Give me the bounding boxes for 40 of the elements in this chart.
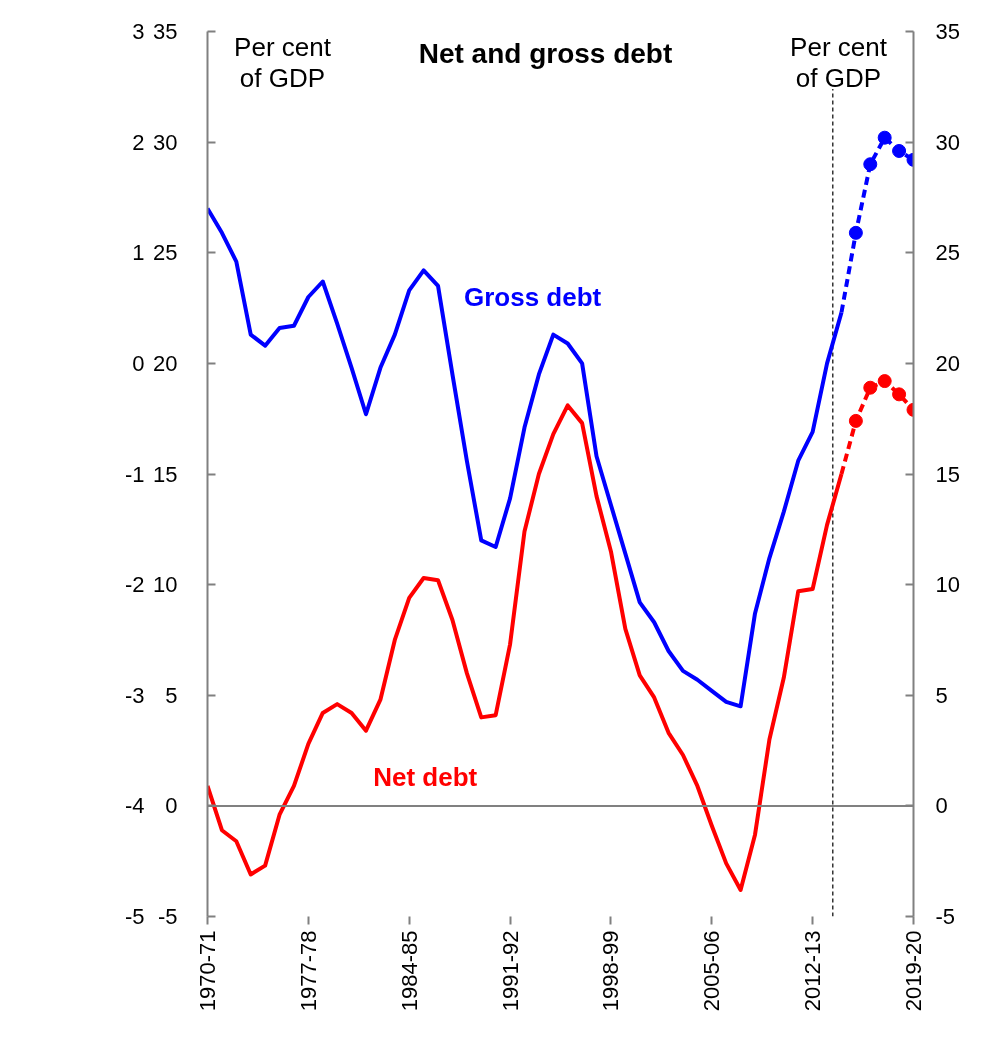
y3-tick-label: -1	[124, 461, 145, 487]
y-tick-label: 0	[165, 793, 178, 819]
x-tick-label: 1998-99	[598, 930, 624, 1012]
y2-tick-label: 5	[935, 682, 948, 708]
y3-tick-label: -3	[124, 682, 145, 708]
y3-tick-label: 2	[132, 129, 145, 155]
y2-tick-label: 0	[935, 793, 948, 819]
y3-tick-label: 1	[132, 240, 145, 266]
x-tick-label: 2012-13	[800, 930, 826, 1012]
y2-axis-title: Per cent of GDP	[790, 31, 888, 93]
x-tick-label: 1984-85	[396, 930, 422, 1012]
y-tick-label: 15	[153, 461, 178, 487]
y2-tick-label: 30	[935, 129, 960, 155]
y2-tick-label: 25	[935, 240, 960, 266]
y-axis-title: Per cent of GDP	[234, 31, 332, 93]
y-tick-label: 5	[165, 682, 178, 708]
y-tick-label: 35	[153, 19, 178, 44]
y2-tick-label: 35	[935, 19, 960, 44]
series-label: Gross debt	[463, 281, 602, 312]
y-tick-label: -5	[157, 904, 178, 929]
y-tick-label: 20	[153, 350, 178, 376]
x-tick-label: 2019-20	[901, 930, 926, 1012]
y3-tick-label: 3	[132, 19, 145, 44]
y3-tick-label: -2	[124, 572, 145, 598]
series-label: Net debt	[373, 761, 478, 792]
y3-tick-label: -5	[124, 904, 145, 929]
y3-tick-label: -4	[124, 793, 145, 819]
y3-tick-label: 0	[132, 350, 145, 376]
y2-tick-label: 15	[935, 461, 960, 487]
y2-tick-label: 10	[935, 572, 960, 598]
y2-tick-label: 20	[935, 350, 960, 376]
x-tick-label: 1991-92	[497, 930, 523, 1012]
y-tick-label: 10	[153, 572, 178, 598]
x-tick-label: 1970-71	[195, 930, 220, 1012]
chart-title: Net and gross debt	[418, 37, 673, 69]
y-tick-label: 25	[153, 240, 178, 266]
y2-tick-label: -5	[935, 904, 956, 929]
x-tick-label: 1977-78	[295, 930, 321, 1012]
x-tick-label: 2005-06	[699, 930, 725, 1012]
y-tick-label: 30	[153, 129, 178, 155]
